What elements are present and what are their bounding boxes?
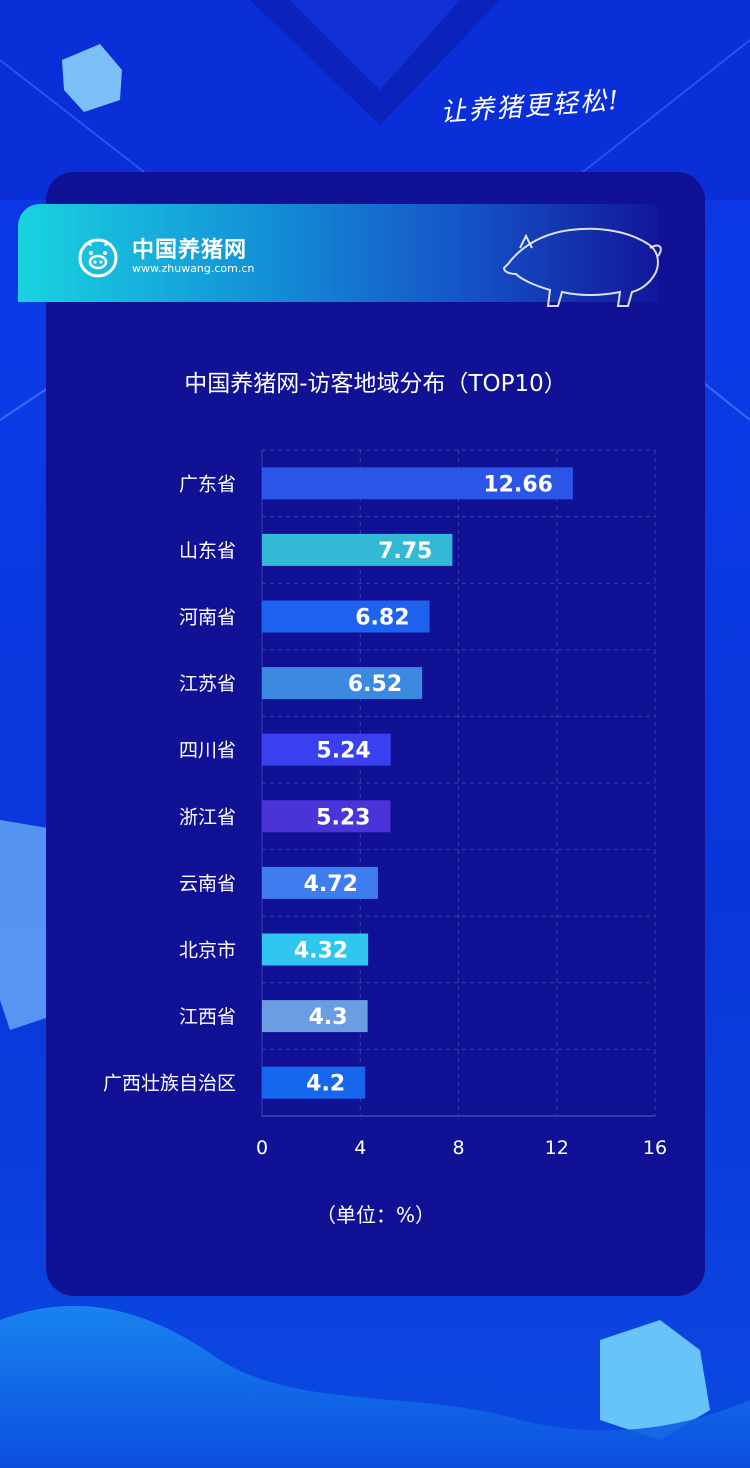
y-category-label: 北京市	[179, 940, 236, 962]
brand-banner	[18, 204, 658, 302]
y-category-label: 广西壮族自治区	[103, 1073, 236, 1095]
y-category-label: 江西省	[179, 1006, 236, 1028]
bar	[262, 1066, 366, 1099]
y-category-label: 山东省	[179, 540, 236, 562]
bar	[262, 1000, 368, 1033]
x-tick-label: 0	[256, 1137, 268, 1159]
y-category-label: 云南省	[179, 873, 236, 895]
bar-value-label: 4.3	[309, 1005, 348, 1030]
bar-value-label: 6.52	[348, 672, 402, 697]
brand-url: www.zhuwang.com.cn	[132, 262, 255, 275]
bar	[262, 733, 391, 766]
bar-value-label: 12.66	[483, 472, 553, 497]
x-tick-label: 8	[452, 1137, 464, 1159]
bar-value-label: 5.23	[316, 805, 370, 830]
bar-value-label: 4.32	[294, 939, 348, 964]
pig-face-logo-icon	[78, 238, 118, 278]
bar	[262, 866, 378, 899]
brand-name: 中国养猪网	[132, 238, 248, 263]
bar	[262, 533, 453, 566]
pig-illustration-icon	[502, 227, 662, 307]
bar	[262, 467, 573, 500]
bar	[262, 800, 391, 833]
y-category-label: 浙江省	[179, 806, 236, 828]
chart-title: 中国养猪网-访客地域分布（TOP10）	[184, 371, 567, 397]
y-category-label: 河南省	[179, 607, 236, 629]
x-tick-label: 4	[354, 1137, 366, 1159]
bar	[262, 933, 369, 966]
bar-value-label: 6.82	[355, 606, 409, 631]
x-tick-label: 12	[545, 1137, 569, 1159]
y-category-label: 江苏省	[179, 673, 236, 695]
x-tick-label: 16	[643, 1137, 667, 1159]
bar-value-label: 4.2	[306, 1072, 345, 1097]
bar-value-label: 4.72	[304, 872, 358, 897]
bar	[262, 600, 430, 633]
y-category-label: 四川省	[179, 740, 236, 762]
bar-value-label: 7.75	[378, 539, 432, 564]
bar-value-label: 5.24	[316, 739, 370, 764]
bar	[262, 667, 423, 700]
unit-label: （单位：%）	[315, 1203, 435, 1227]
y-category-label: 广东省	[179, 473, 236, 495]
